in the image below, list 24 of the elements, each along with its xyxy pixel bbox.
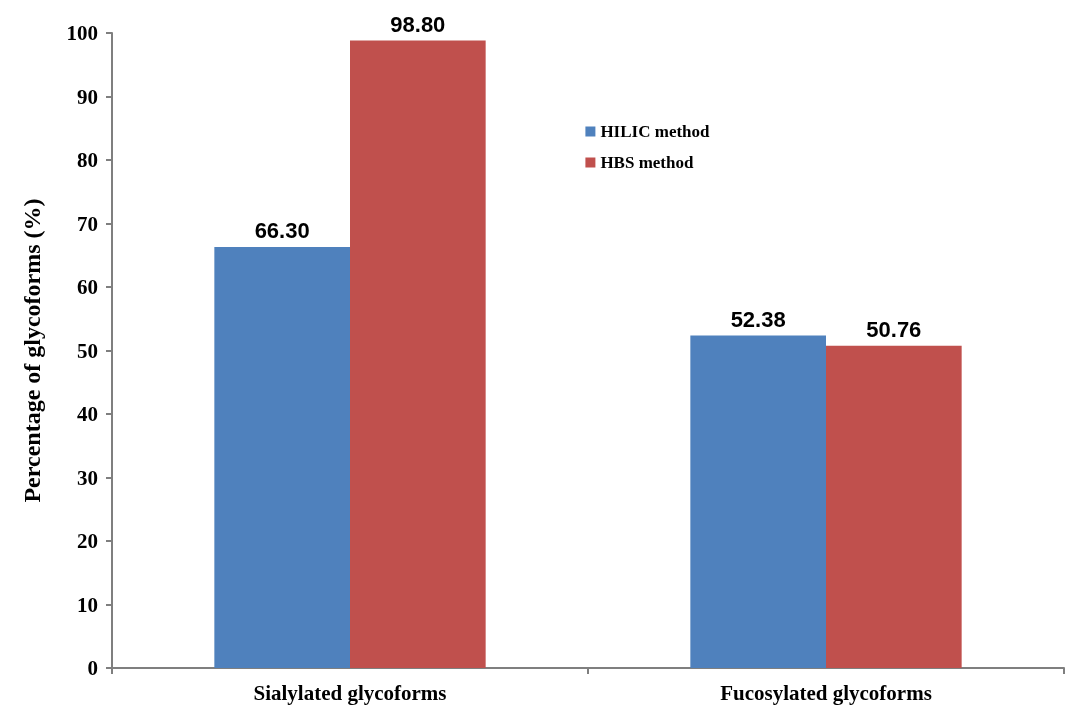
bar (690, 335, 826, 668)
bar (350, 40, 486, 668)
x-tick-label: Sialylated glycoforms (253, 680, 447, 705)
y-tick-label: 80 (77, 148, 98, 172)
data-label: 50.76 (866, 317, 922, 343)
y-axis-title: Percentage of glycoforms (%) (19, 198, 45, 503)
y-tick-label: 60 (77, 275, 98, 299)
bar (214, 247, 350, 668)
legend-label: HBS method (600, 153, 694, 172)
y-tick-label: 70 (77, 211, 98, 236)
data-label: 98.80 (390, 12, 446, 38)
y-tick-label: 20 (77, 529, 98, 553)
y-tick-label: 100 (66, 21, 98, 45)
data-label: 52.38 (730, 306, 786, 332)
y-tick-label: 40 (77, 402, 98, 426)
y-tick-label: 0 (87, 656, 98, 680)
y-tick-label: 50 (77, 338, 98, 363)
y-tick-label: 90 (77, 84, 98, 109)
x-tick-label: Fucosylated glycoforms (720, 680, 932, 705)
data-label: 66.30 (254, 218, 310, 244)
bar (826, 345, 962, 668)
y-tick-label: 10 (77, 592, 98, 617)
y-tick-label: 30 (77, 465, 98, 490)
legend-label: HILIC method (600, 122, 711, 141)
